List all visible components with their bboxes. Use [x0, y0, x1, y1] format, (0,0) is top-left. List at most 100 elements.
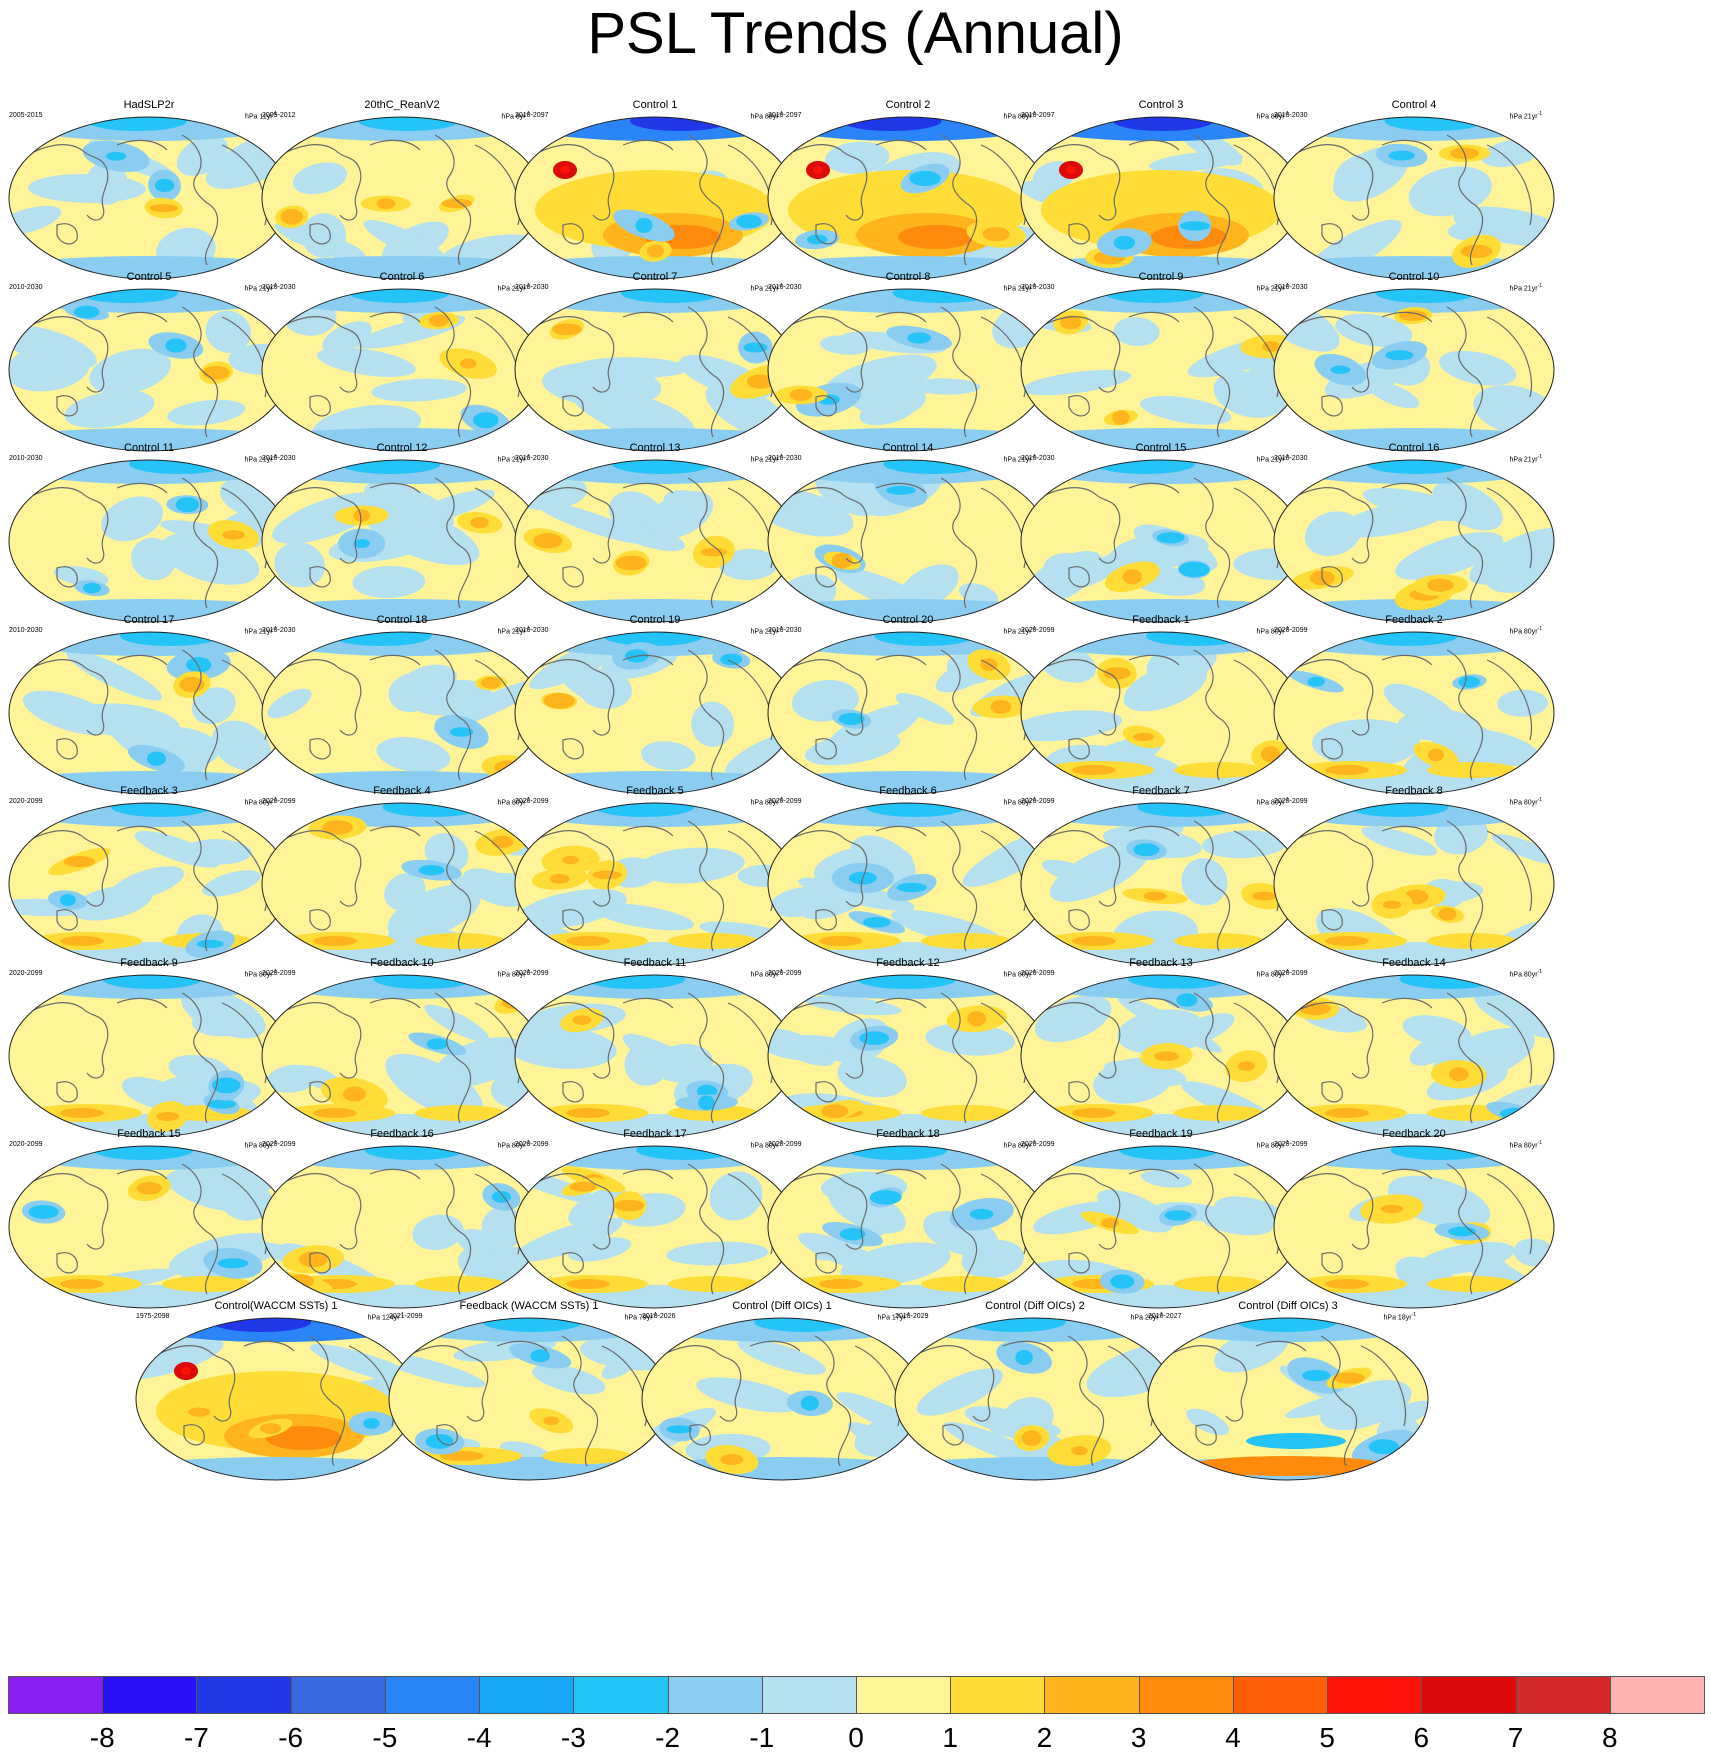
panel-units: hPa 21yr-1	[1256, 282, 1289, 292]
panel-period: 2020-2099	[768, 969, 802, 977]
panel-title: Control 13	[629, 442, 681, 454]
panel-units: hPa 21yr-1	[244, 625, 277, 635]
panel-units: hPa 88yr-1	[750, 111, 783, 121]
colorbar-box	[667, 1676, 763, 1714]
panel-title: Control 5	[126, 270, 172, 283]
psl-trend-map	[1020, 802, 1302, 966]
panel-title: Control 1	[632, 99, 678, 111]
colorbar-box	[950, 1676, 1046, 1714]
psl-trend-map	[894, 1317, 1176, 1480]
figure-title: PSL Trends (Annual)	[587, 1, 1124, 66]
panel-period: 2010-2030	[262, 283, 296, 291]
map-panel: Feedback 8 2020-2099 hPa 80yr-1	[1272, 785, 1556, 967]
colorbar-tick-label: 1	[942, 1722, 958, 1753]
map-panel: Control 6 2010-2030 hPa 21yr-1	[260, 271, 544, 453]
panel-title: Control 6	[379, 270, 425, 283]
panel-title: Control 12	[376, 442, 428, 454]
psl-trend-map	[8, 288, 290, 451]
panel-title: Feedback 18	[876, 1128, 940, 1140]
colorbar-tick-label: -5	[372, 1722, 398, 1753]
panel-title: Feedback 10	[370, 956, 434, 969]
panel-period: 2010-2030	[1021, 283, 1055, 291]
panel-units: hPa 21yr-1	[1256, 454, 1289, 464]
panel-period: 2021-2099	[389, 1312, 423, 1320]
colorbar-tick-label: 3	[1130, 1722, 1147, 1753]
panel-units: hPa 21yr-1	[497, 282, 530, 292]
panel-period: 2010-2030	[1274, 455, 1308, 462]
map-panel: Control (Diff OICs) 1 2010-2026 hPa 17yr-1	[640, 1300, 924, 1482]
panel-title: Control 11	[124, 442, 174, 454]
panel-title: Control 16	[1388, 442, 1440, 454]
psl-trend-map	[514, 459, 796, 623]
panel-period: 1975-2098	[136, 1312, 170, 1320]
panel-units: hPa 80yr-1	[750, 797, 783, 807]
panel-period: 2020-2099	[262, 798, 296, 805]
panel-title: Feedback 7	[1132, 785, 1190, 797]
panel-period: 2020-2099	[515, 1141, 549, 1148]
colorbar-tick-label: 6	[1413, 1722, 1430, 1753]
panel-units: hPa 18yr-1	[1383, 1311, 1416, 1321]
panel-units: hPa 80yr-1	[1256, 797, 1289, 807]
map-panel: Feedback 19 2020-2099 hPa 80yr-1	[1019, 1128, 1303, 1310]
panel-units: hPa 80yr-1	[497, 797, 530, 807]
panel-units: hPa 20yr-1	[1130, 1311, 1163, 1321]
panel-title: Feedback 13	[1129, 956, 1193, 969]
map-panel: Feedback 14 2020-2099 hPa 80yr-1	[1272, 957, 1556, 1139]
panel-title: Feedback (WACCM SSTs) 1	[459, 1299, 599, 1312]
map-panel: Feedback 9 2020-2099 hPa 80yr-1	[7, 957, 291, 1139]
psl-trend-map	[261, 631, 543, 794]
panel-units: hPa 88yr-1	[1003, 111, 1036, 121]
panel-units: hPa 80yr-1	[1509, 1140, 1542, 1150]
psl-trend-map	[261, 459, 543, 623]
colorbar-box	[102, 1676, 198, 1714]
panel-period: 2010-2026	[642, 1312, 676, 1320]
panel-units: hPa 80yr-1	[1256, 625, 1289, 635]
psl-trend-map	[1273, 288, 1555, 451]
panel-period: 2020-2099	[515, 798, 549, 805]
map-panel: Control 20 2010-2030 hPa 21yr-1	[766, 614, 1050, 796]
map-panel: Feedback 5 2020-2099 hPa 80yr-1	[513, 785, 797, 967]
colorbar-box	[1044, 1676, 1140, 1714]
map-panel: Control 19 2010-2030 hPa 21yr-1	[513, 614, 797, 796]
panel-title: Control (Diff OICs) 3	[1238, 1299, 1338, 1312]
map-panel: Feedback 2 2020-2099 hPa 80yr-1	[1272, 614, 1556, 796]
panel-title: Feedback 4	[373, 785, 431, 797]
panel-title: Feedback 6	[879, 785, 937, 797]
panel-units: hPa 80yr-1	[1003, 797, 1036, 807]
psl-trend-map	[135, 1317, 417, 1480]
panel-period: 2020-2099	[1274, 798, 1308, 805]
psl-trend-map	[641, 1317, 923, 1480]
panel-title: Control 19	[629, 613, 681, 626]
panel-units: hPa 80yr-1	[1003, 968, 1036, 978]
map-panel: Control 9 2010-2030 hPa 21yr-1	[1019, 271, 1303, 453]
panel-period: 2010-2030	[9, 455, 43, 462]
psl-trend-map	[767, 459, 1049, 623]
colorbar-tick-label: -2	[655, 1722, 680, 1753]
panel-title: Control 8	[885, 270, 931, 283]
psl-trend-map	[388, 1317, 670, 1480]
panel-units: hPa 21yr-1	[497, 625, 530, 635]
panel-units: hPa 80yr-1	[497, 968, 530, 978]
panel-title: Control 20	[882, 613, 934, 626]
map-panel: Feedback 15 2020-2099 hPa 80yr-1	[7, 1128, 291, 1310]
psl-trend-map	[1020, 974, 1302, 1137]
colorbar-box	[1327, 1676, 1423, 1714]
panel-title: Control 18	[376, 613, 428, 626]
map-panel: Control 15 2010-2030 hPa 21yr-1	[1019, 442, 1303, 624]
panel-period: 2010-2029	[895, 1312, 929, 1320]
colorbar-box	[8, 1676, 104, 1714]
psl-trend-map	[767, 802, 1049, 966]
psl-trend-map	[261, 974, 543, 1137]
panel-period: 2010-2027	[1148, 1312, 1182, 1320]
colorbar-box	[761, 1676, 857, 1714]
panel-period: 2020-2099	[515, 969, 549, 977]
map-panel: Feedback 18 2020-2099 hPa 80yr-1	[766, 1128, 1050, 1310]
colorbar-box	[290, 1676, 386, 1714]
panel-title: Feedback 19	[1129, 1128, 1193, 1140]
psl-trend-map	[1020, 459, 1302, 623]
panel-title: Feedback 2	[1385, 613, 1443, 626]
panel-title: 20thC_ReanV2	[364, 99, 440, 111]
panel-title: HadSLP2r	[123, 99, 175, 111]
psl-trend-map	[8, 802, 290, 966]
colorbar-tick-label: -8	[89, 1722, 115, 1753]
